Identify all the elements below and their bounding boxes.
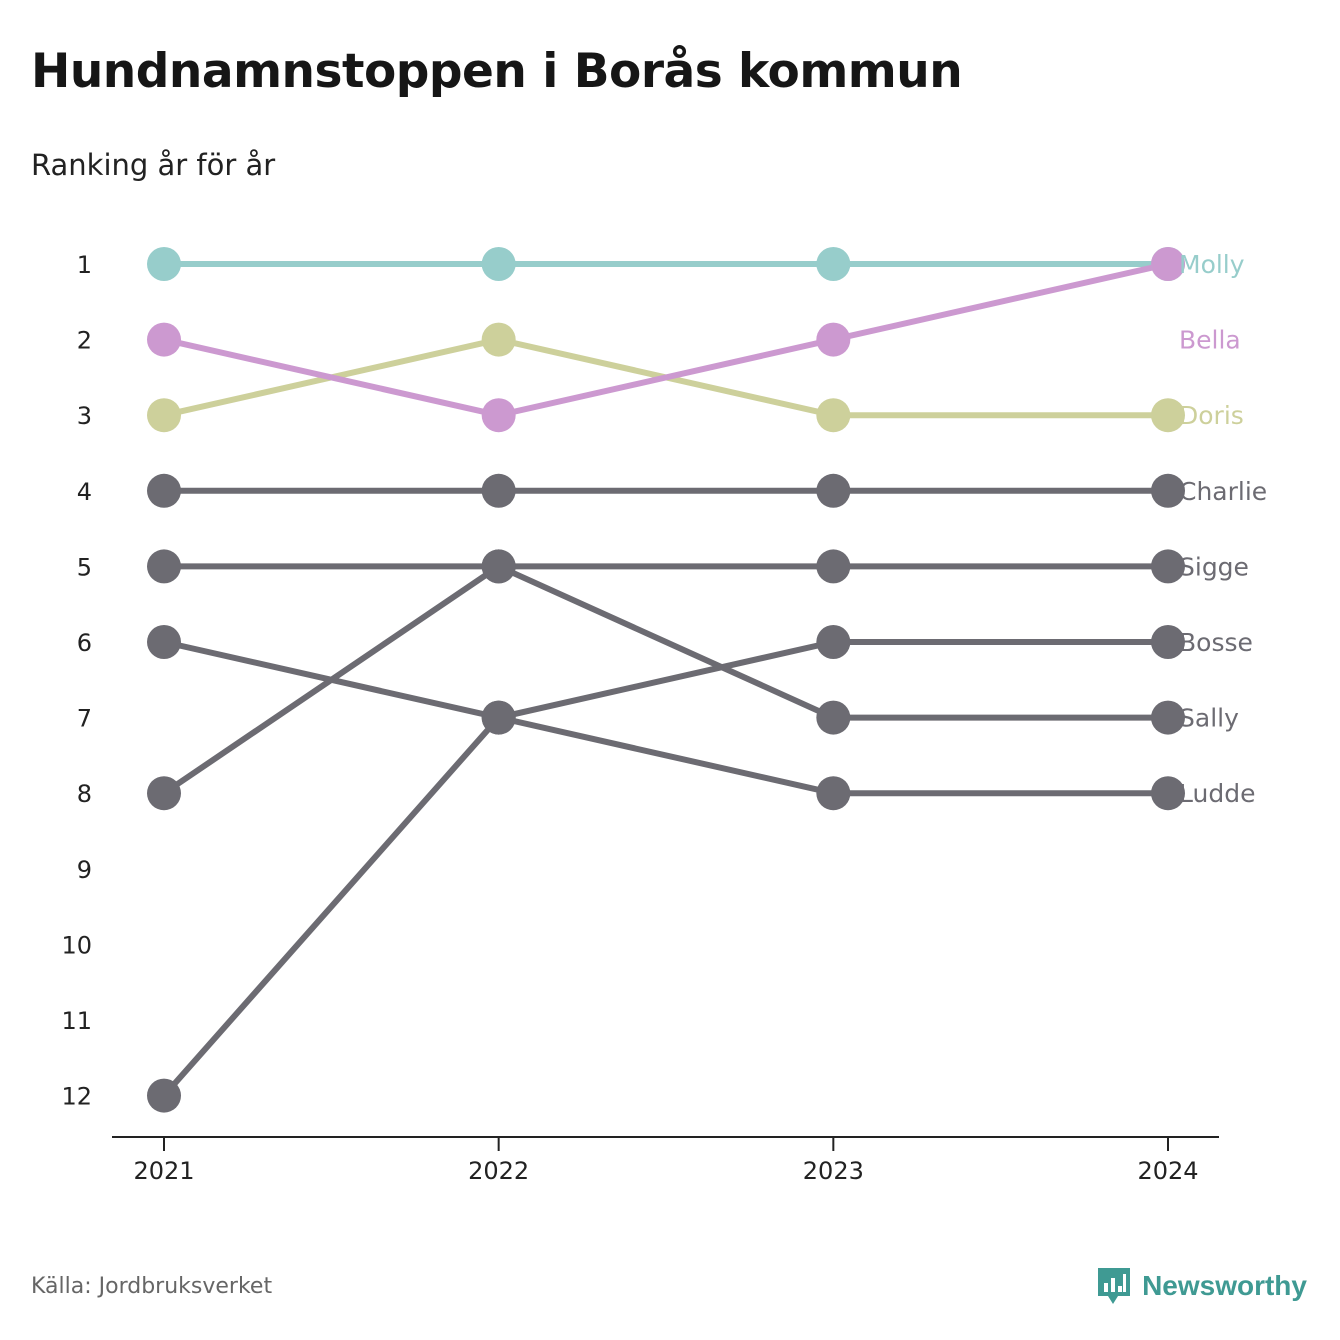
newsworthy-logo-icon [1098, 1268, 1131, 1304]
brand-logo[interactable]: Newsworthy [1096, 1266, 1307, 1306]
x-tick-label: 2024 [1137, 1157, 1198, 1185]
data-point-bella [481, 398, 516, 433]
series-label-ludde: Ludde [1179, 779, 1255, 808]
y-tick-label: 2 [77, 327, 92, 355]
data-point-molly [481, 247, 516, 281]
chart-subtitle: Ranking år för år [31, 148, 276, 182]
series-line-bosse [161, 639, 1168, 1098]
series-labels: Molly Bella Doris Charlie Sigge Bosse Sally Lud… [1179, 250, 1267, 808]
y-tick-label: 1 [77, 251, 92, 279]
data-point-bella [147, 322, 181, 357]
data-point-doris [147, 398, 181, 433]
data-point-charlie [816, 473, 851, 508]
x-tick-label: 2021 [133, 1157, 194, 1185]
series-line-bella [163, 261, 1169, 419]
chart-title: Hundnamnstoppen i Borås kommun [31, 44, 963, 99]
brand-name: Newsworthy [1142, 1270, 1307, 1301]
series-label-bosse: Bosse [1179, 628, 1253, 657]
series-label-sigge: Sigge [1179, 552, 1249, 581]
data-point-doris [481, 322, 516, 357]
data-point-sigge [816, 549, 851, 584]
data-point-ludde [481, 700, 516, 735]
data-point-bosse [816, 625, 851, 659]
y-tick-label: 10 [61, 931, 92, 959]
data-point-sally [816, 700, 851, 735]
y-tick-label: 11 [61, 1007, 92, 1035]
data-point-molly [816, 247, 851, 281]
data-point-bosse [147, 1078, 181, 1113]
x-tick-label: 2023 [803, 1157, 864, 1185]
y-tick-label: 8 [77, 780, 92, 808]
y-tick-label: 5 [77, 553, 92, 581]
data-point-bella [816, 322, 851, 357]
y-tick-label: 9 [77, 856, 92, 884]
data-point-ludde [1151, 776, 1185, 811]
y-tick-label: 4 [77, 478, 92, 506]
x-tick-label: 2022 [468, 1157, 529, 1185]
series-label-charlie: Charlie [1179, 477, 1267, 506]
data-point-ludde [816, 776, 851, 811]
data-point-charlie [1151, 473, 1185, 508]
y-tick-label: 12 [61, 1083, 92, 1111]
y-tick-label: 7 [77, 705, 92, 733]
data-point-molly [147, 247, 181, 281]
data-point-doris [816, 398, 851, 433]
data-point-sigge [147, 549, 181, 584]
series-lines [161, 261, 1169, 1098]
data-point-sally [481, 549, 516, 584]
data-point-ludde [147, 625, 181, 659]
series-label-molly: Molly [1179, 250, 1245, 279]
series-label-doris: Doris [1179, 401, 1244, 430]
data-point-charlie [147, 473, 181, 508]
data-point-sigge [1151, 549, 1185, 584]
series-line-ludde [163, 639, 1168, 797]
y-tick-label: 3 [77, 402, 92, 430]
y-tick-label: 6 [77, 629, 92, 657]
series-points [147, 247, 1185, 1113]
data-point-charlie [481, 473, 516, 508]
data-point-bosse [1151, 625, 1185, 659]
data-point-bella [1151, 247, 1185, 281]
data-point-doris [1151, 398, 1185, 433]
data-point-sally [147, 776, 181, 811]
x-axis: 2021 2022 2023 2024 [112, 1136, 1219, 1185]
series-label-bella: Bella [1179, 326, 1241, 355]
data-point-sally [1151, 700, 1185, 735]
series-label-sally: Sally [1179, 704, 1239, 733]
source-note: Källa: Jordbruksverket [31, 1274, 273, 1299]
